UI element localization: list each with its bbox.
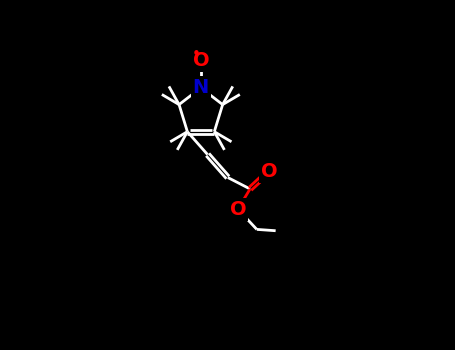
Text: N: N — [193, 78, 209, 97]
Text: O: O — [192, 51, 209, 70]
Text: O: O — [230, 199, 246, 219]
Text: O: O — [261, 162, 277, 181]
Text: •: • — [192, 48, 201, 62]
